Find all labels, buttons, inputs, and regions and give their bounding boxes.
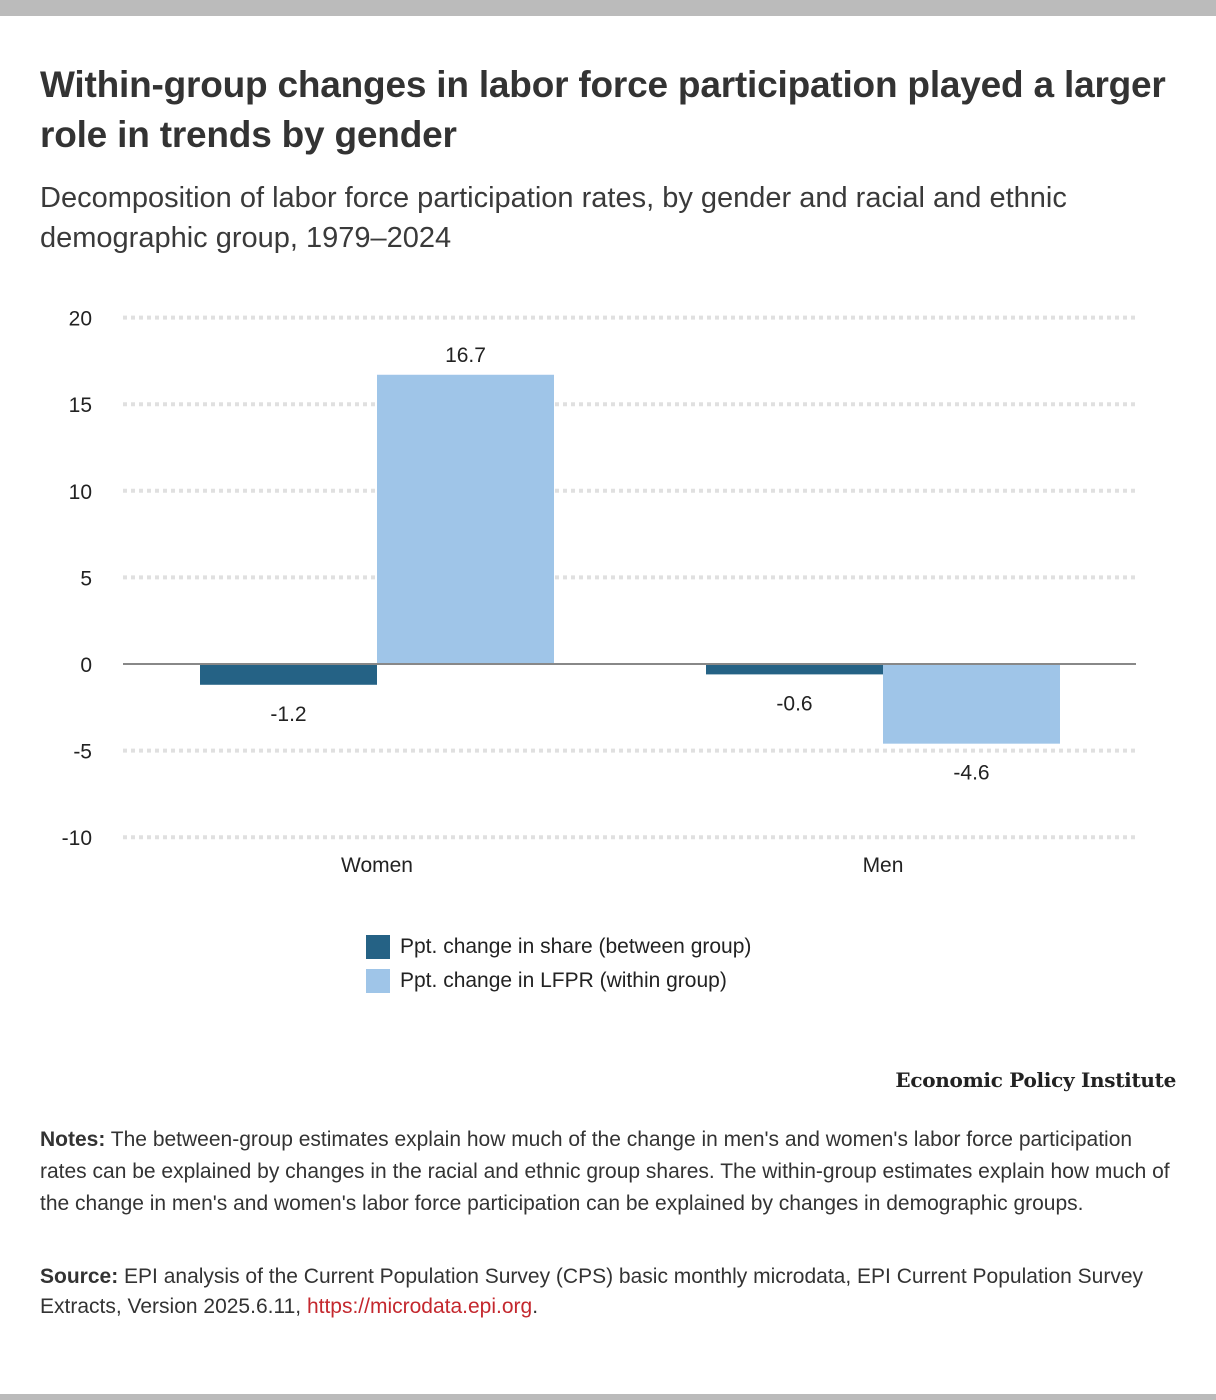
y-tick-label: 5 xyxy=(80,567,92,590)
data-label: 16.7 xyxy=(445,344,486,367)
data-label: -1.2 xyxy=(270,703,306,726)
x-axis-categories: Women Men xyxy=(341,854,903,877)
bars xyxy=(200,374,1060,744)
notes-text: The between-group estimates explain how … xyxy=(40,1128,1170,1215)
source-label: Source: xyxy=(40,1265,119,1288)
y-tick-label: 10 xyxy=(69,481,92,504)
bottom-border-bar xyxy=(0,1394,1216,1400)
y-tick-label: 20 xyxy=(69,308,92,331)
notes-label: Notes: xyxy=(40,1128,106,1151)
gridlines xyxy=(123,315,1136,840)
bar-men-within xyxy=(883,664,1060,744)
chart-subtitle: Decomposition of labor force participati… xyxy=(40,182,1067,254)
y-tick-label: -10 xyxy=(62,827,92,850)
bar-men-between xyxy=(706,664,883,675)
x-category-label: Women xyxy=(341,854,413,877)
x-category-label: Men xyxy=(863,854,904,877)
bar-chart: 20 15 10 5 0 -5 -10 -1.2 16.7 -0.6 -4.6 Women Men xyxy=(62,308,1136,877)
legend-item-between: Ppt. change in share (between group) xyxy=(366,930,751,964)
epi-logo-text: Economic Policy Institute xyxy=(895,1068,1176,1092)
notes: Notes: The between-group estimates expla… xyxy=(40,1124,1180,1220)
bar-women-between xyxy=(200,664,377,685)
y-tick-label: -5 xyxy=(73,741,92,764)
source: Source: EPI analysis of the Current Popu… xyxy=(40,1262,1180,1322)
legend-label: Ppt. change in LFPR (within group) xyxy=(400,969,727,992)
source-end: . xyxy=(532,1295,539,1318)
y-tick-label: 15 xyxy=(69,394,92,417)
y-tick-label: 0 xyxy=(80,654,92,677)
y-axis-ticks: 20 15 10 5 0 -5 -10 xyxy=(62,308,92,851)
legend-item-within: Ppt. change in LFPR (within group) xyxy=(366,964,751,998)
legend-swatch-between xyxy=(366,935,390,959)
legend-swatch-within xyxy=(366,969,390,993)
top-border-bar xyxy=(0,0,1216,16)
source-text: EPI analysis of the Current Population S… xyxy=(40,1265,1143,1318)
data-labels: -1.2 16.7 -0.6 -4.6 xyxy=(270,344,989,785)
legend-label: Ppt. change in share (between group) xyxy=(400,935,752,958)
legend: Ppt. change in share (between group) Ppt… xyxy=(366,930,751,998)
data-label: -0.6 xyxy=(776,692,812,715)
bar-women-within xyxy=(377,374,554,664)
chart-title: Within-group changes in labor force part… xyxy=(40,64,1166,155)
source-link[interactable]: https://microdata.epi.org xyxy=(306,1295,533,1318)
data-label: -4.6 xyxy=(953,762,989,785)
